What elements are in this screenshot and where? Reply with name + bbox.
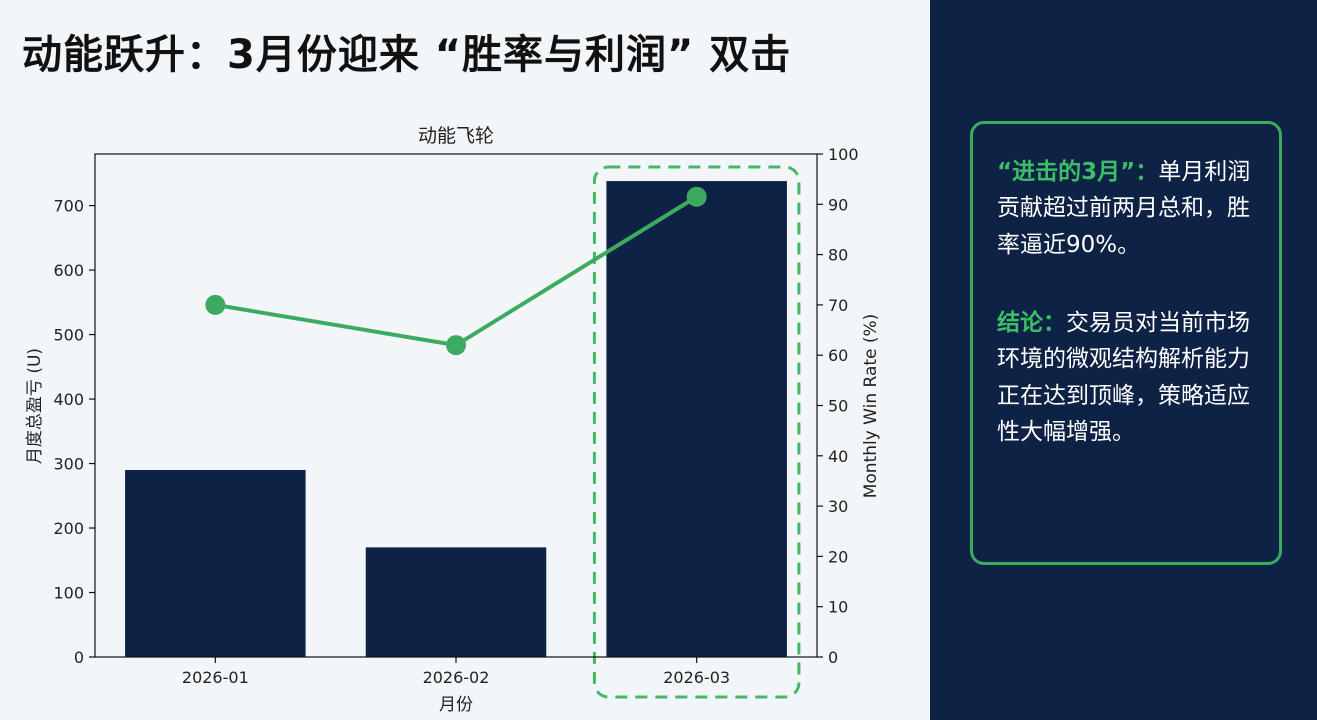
- y-tick-label-300: 300: [53, 455, 84, 474]
- y-tick-label-100: 100: [53, 584, 84, 603]
- y-tick-label-200: 200: [53, 519, 84, 538]
- bar-2026-01: [125, 469, 306, 657]
- bar-2026-02: [365, 547, 547, 657]
- momentum-chart: 动能飞轮 0 100 200 300 400 500 600 700 0 10 20 30 40 50 60…: [25, 125, 881, 715]
- x-axis-label: 月份: [439, 695, 473, 715]
- y2-tick-label-100: 100: [828, 145, 859, 164]
- insight-card: “进击的3月”：单月利润贡献超过前两月总和，胜率逼近90%。 结论：交易员对当前…: [970, 121, 1282, 565]
- insight-paragraph-momentum: “进击的3月”：单月利润贡献超过前两月总和，胜率逼近90%。: [997, 154, 1257, 263]
- insight-text-conclusion: 交易员对当前市场环境的微观结构解析能力正在达到顶峰，策略适应性大幅增强。: [997, 309, 1250, 445]
- insight-highlight-march: “进击的3月”：: [997, 159, 1159, 185]
- y2-tick-label-0: 0: [828, 648, 838, 667]
- y2-tick-label-10: 10: [828, 598, 848, 617]
- y2-tick-label-20: 20: [828, 547, 848, 566]
- y-axis-label: 月度总盈亏 (U): [25, 348, 45, 464]
- y2-tick-label-70: 70: [828, 296, 848, 315]
- side-panel: [930, 0, 1317, 720]
- y2-axis-label: Monthly Win Rate (%): [861, 314, 881, 499]
- y-tick-label-400: 400: [53, 390, 84, 409]
- x-tick-label-2026-02: 2026-02: [423, 668, 490, 687]
- y-tick-label-0: 0: [74, 648, 84, 667]
- win-rate-point-2026-01: [205, 294, 226, 315]
- y2-tick-label-30: 30: [828, 497, 848, 516]
- x-tick-label-2026-01: 2026-01: [182, 668, 249, 687]
- bar-2026-03: [606, 181, 787, 658]
- y2-tick-label-40: 40: [828, 447, 848, 466]
- y-tick-label-500: 500: [53, 326, 84, 345]
- y-tick-label-600: 600: [53, 261, 84, 280]
- y2-tick-label-60: 60: [828, 346, 848, 365]
- win-rate-point-2026-02: [446, 335, 466, 356]
- highlight-box-2026-03: [592, 165, 801, 699]
- page-title: 动能跃升：3月份迎来 “胜率与利润” 双击: [22, 32, 792, 78]
- y2-tick-label-50: 50: [828, 397, 848, 416]
- chart-title: 动能飞轮: [418, 125, 494, 147]
- insight-paragraph-conclusion: 结论：交易员对当前市场环境的微观结构解析能力正在达到顶峰，策略适应性大幅增强。: [997, 305, 1257, 450]
- x-tick-label-2026-03: 2026-03: [663, 668, 730, 687]
- y-tick-label-700: 700: [53, 197, 84, 216]
- insight-text-march: 单月利润贡献超过前两月总和，胜率逼近90%。: [997, 159, 1251, 258]
- insight-highlight-conclusion: 结论：: [997, 309, 1066, 336]
- y2-tick-label-90: 90: [828, 195, 848, 214]
- win-rate-point-2026-03: [686, 186, 707, 207]
- y2-tick-label-80: 80: [828, 246, 848, 265]
